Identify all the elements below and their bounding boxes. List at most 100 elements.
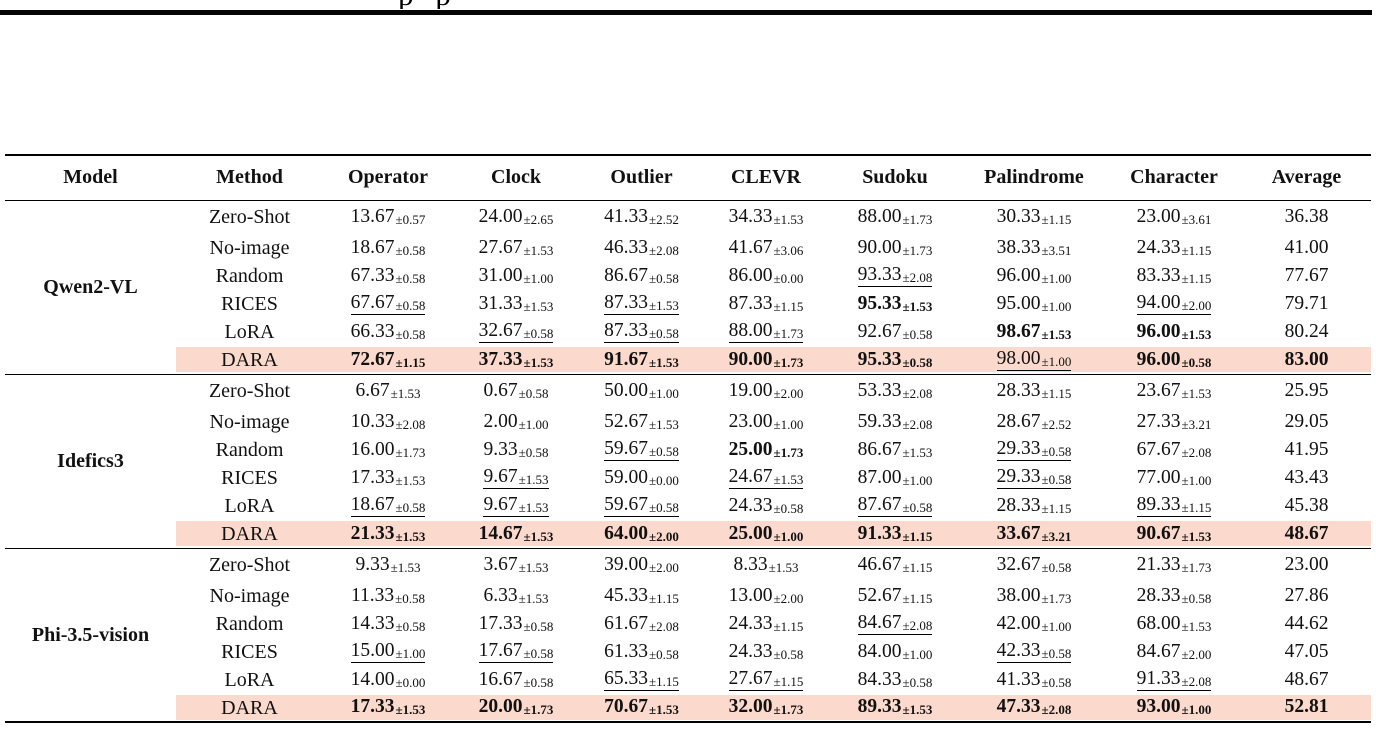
average-value: 52.81: [1284, 696, 1329, 718]
score-value: 18.67±0.58: [350, 494, 426, 518]
column-header-palindrome: Palindrome: [984, 166, 1084, 189]
score-number: 61.33: [604, 640, 648, 662]
score-cell: 91.33±2.08: [1106, 666, 1242, 694]
score-value: 9.67±1.53: [483, 494, 549, 518]
score-stddev: ±1.53: [523, 354, 554, 370]
score-value: 59.67±0.58: [604, 438, 679, 462]
average-value: 41.95: [1284, 438, 1329, 460]
score-stddev: ±1.53: [518, 590, 549, 606]
column-header-clevr: CLEVR: [730, 166, 801, 189]
score-value: 90.67±1.53: [1137, 523, 1212, 544]
score-stddev: ±1.53: [518, 471, 549, 487]
score-cell: 65.33±1.15: [579, 666, 704, 694]
score-stddev: ±1.00: [902, 472, 933, 488]
score-cell: 87.33±0.58: [579, 318, 704, 346]
score-cell: 96.00±0.58: [1106, 346, 1242, 374]
method-cell: Random: [215, 439, 284, 461]
score-value: 28.67±2.52: [997, 411, 1072, 432]
score-stddev: ±1.15: [1181, 270, 1212, 286]
score-value: 84.67±2.08: [857, 612, 933, 636]
score-stddev: ±3.06: [773, 242, 804, 258]
score-stddev: ±1.73: [523, 702, 554, 718]
score-cell: 89.33±1.15: [1106, 492, 1242, 520]
score-stddev: ±1.53: [1181, 326, 1212, 342]
score-cell: 16.67±0.58: [453, 666, 579, 694]
score-stddev: ±1.00: [523, 270, 554, 286]
score-value: 29.33±0.58: [996, 437, 1072, 462]
score-cell: 41.67±3.06: [704, 234, 828, 262]
average-value: 41.00: [1284, 236, 1329, 258]
score-number: 17.33: [350, 696, 395, 718]
score-stddev: ±0.58: [1041, 560, 1072, 576]
score-value: 41.33±2.52: [604, 206, 679, 227]
score-number: 88.00: [728, 319, 773, 341]
score-stddev: ±1.15: [395, 354, 426, 370]
table-row: LoRA 18.67±0.58 9.67±1.53 59.67±0.58 24.33±0…: [5, 492, 1371, 520]
score-number: 47.33: [996, 696, 1041, 718]
score-stddev: ±1.15: [902, 560, 933, 576]
score-stddev: ±1.00: [1041, 270, 1072, 286]
score-value: 52.67±1.15: [858, 585, 933, 606]
score-cell: 18.67±0.58: [323, 492, 453, 520]
score-number: 91.67: [604, 348, 648, 370]
score-cell: 67.67±0.58: [323, 290, 453, 318]
score-number: 91.33: [857, 522, 902, 544]
score-value: 91.67±1.53: [604, 348, 679, 370]
score-cell: 86.67±1.53: [828, 436, 962, 464]
table-row: Idefics3 Zero-Shot 6.67±1.53 0.67±0.58 50.00…: [5, 374, 1371, 471]
score-stddev: ±1.73: [773, 354, 804, 370]
score-cell: 21.33±1.53: [323, 520, 453, 548]
score-value: 28.33±1.15: [997, 495, 1072, 516]
score-number: 23.67: [1136, 380, 1181, 402]
score-cell: 98.67±1.53: [962, 318, 1106, 346]
score-number: 52.67: [604, 410, 648, 432]
score-cell: 72.67±1.15: [323, 346, 453, 374]
score-value: 38.00±1.73: [997, 585, 1072, 606]
score-number: 6.33: [483, 584, 518, 606]
score-cell: 6.33±1.53: [453, 582, 579, 610]
score-stddev: ±0.58: [518, 444, 549, 460]
score-stddev: ±0.58: [902, 326, 933, 342]
score-value: 17.33±0.58: [479, 613, 554, 634]
score-value: 86.67±1.53: [858, 439, 933, 460]
score-cell: 9.67±1.53: [453, 464, 579, 492]
score-cell: 0.67±0.58: [453, 374, 579, 408]
score-cell: 24.33±1.15: [1106, 234, 1242, 262]
score-value: 9.33±1.53: [355, 554, 420, 575]
score-stddev: ±1.53: [1041, 326, 1072, 342]
table-row: No-image 11.33±0.58 6.33±1.53 45.33±1.15 13.…: [5, 582, 1371, 610]
score-value: 86.67±0.58: [604, 265, 679, 286]
average-cell: 79.71: [1242, 290, 1371, 318]
score-value: 21.33±1.73: [1137, 554, 1212, 575]
score-value: 17.33±1.53: [351, 467, 426, 488]
score-value: 42.00±1.00: [997, 613, 1072, 634]
score-number: 29.33: [996, 437, 1041, 459]
score-value: 59.33±2.08: [858, 411, 933, 432]
score-value: 46.67±1.15: [858, 554, 933, 576]
score-cell: 91.33±1.15: [828, 520, 962, 548]
score-stddev: ±1.53: [648, 416, 679, 432]
score-number: 21.33: [350, 522, 395, 544]
score-value: 38.33±3.51: [997, 237, 1072, 258]
score-value: 61.33±0.58: [604, 640, 679, 662]
score-cell: 17.33±0.58: [453, 610, 579, 638]
score-number: 24.33: [1136, 236, 1181, 258]
model-name: Idefics3: [57, 450, 124, 472]
score-value: 25.00±1.00: [729, 523, 804, 544]
column-header-character: Character: [1130, 166, 1218, 189]
method-cell: Zero-Shot: [208, 206, 291, 229]
score-cell: 25.00±1.00: [704, 520, 828, 548]
score-cell: 94.00±2.00: [1106, 290, 1242, 318]
score-stddev: ±1.53: [773, 471, 804, 487]
table-row: Qwen2-VL Zero-Shot 13.67±0.57 24.00±2.65 41.…: [5, 200, 1371, 297]
score-value: 15.00±1.00: [350, 640, 426, 664]
score-cell: 30.33±1.15: [962, 200, 1106, 234]
score-number: 42.33: [996, 639, 1041, 661]
score-cell: 52.67±1.15: [828, 582, 962, 610]
score-number: 10.33: [350, 410, 395, 432]
score-value: 84.33±0.58: [858, 669, 933, 690]
score-cell: 13.67±0.57: [323, 200, 453, 234]
score-value: 95.33±1.53: [858, 293, 933, 314]
average-value: 48.67: [1284, 522, 1329, 544]
score-stddev: ±0.58: [395, 270, 426, 286]
